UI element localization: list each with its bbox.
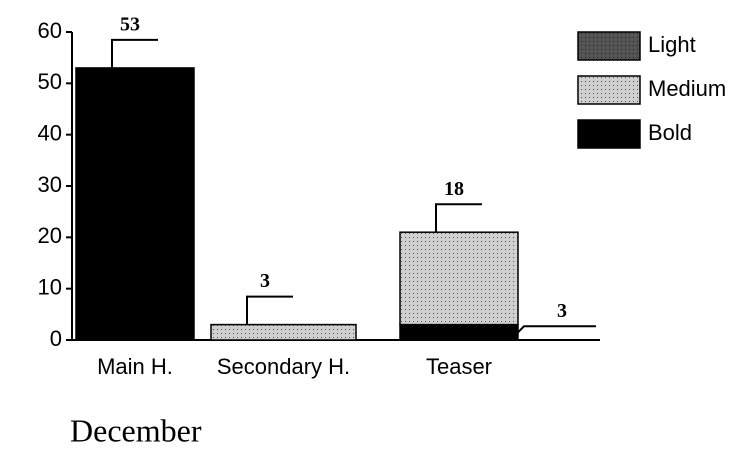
legend-swatch	[577, 119, 641, 149]
value-label: 53	[120, 14, 140, 36]
y-tick-label: 40	[38, 120, 62, 145]
label-leader	[517, 325, 596, 334]
value-label: 18	[444, 178, 464, 200]
x-tick-label: Secondary H.	[217, 354, 350, 379]
legend-swatch	[577, 75, 641, 105]
bar-segment	[399, 323, 519, 341]
legend-label: Bold	[648, 120, 692, 145]
label-leader	[111, 38, 158, 68]
legend-swatch	[577, 31, 641, 61]
x-tick-label: Main H.	[97, 354, 173, 379]
legend-label: Light	[648, 32, 696, 57]
bar-segment	[210, 323, 357, 341]
subtitle: December	[70, 412, 202, 448]
x-tick-label: Teaser	[426, 354, 492, 379]
y-tick-label: 50	[38, 69, 62, 94]
legend-label: Medium	[648, 76, 726, 101]
y-tick-label: 10	[38, 274, 62, 299]
bar-segment	[399, 231, 519, 326]
y-tick-label: 60	[38, 18, 62, 43]
value-label: 3	[260, 270, 270, 292]
label-leader	[246, 295, 293, 325]
label-leader	[435, 203, 482, 233]
value-label: 3	[557, 300, 567, 322]
y-tick-label: 30	[38, 172, 62, 197]
y-tick-label: 20	[38, 223, 62, 248]
y-tick-label: 0	[50, 326, 62, 351]
bar-segment	[75, 67, 195, 341]
